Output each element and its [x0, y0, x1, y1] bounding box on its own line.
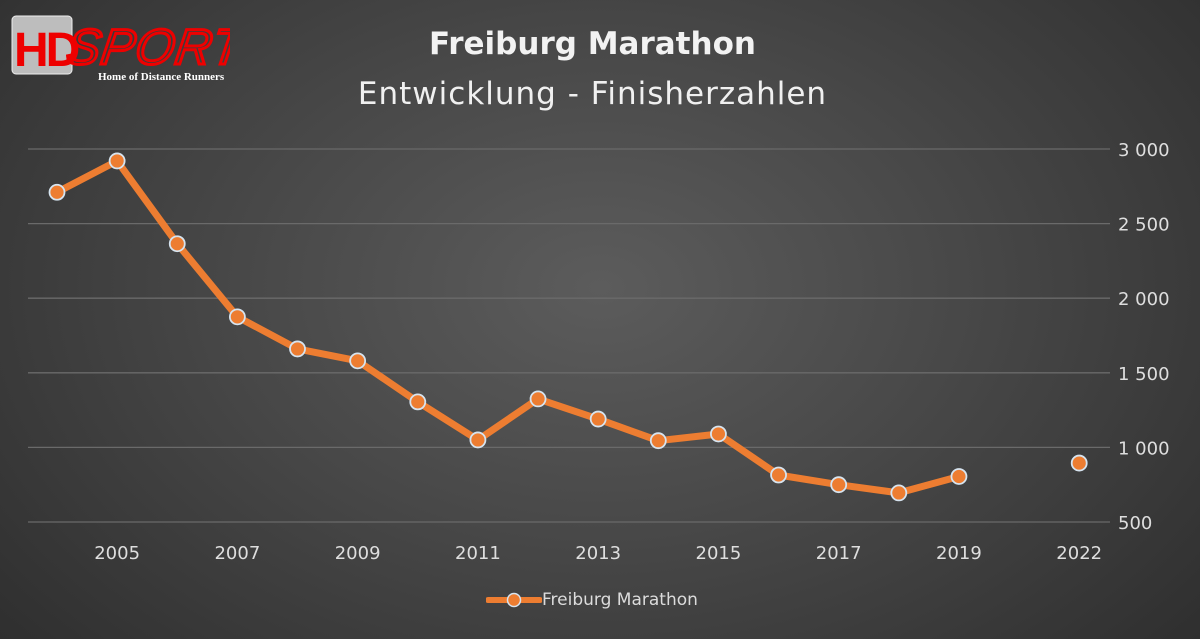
x-tick-label: 2009 — [335, 543, 381, 564]
data-point-2004[interactable] — [48, 183, 66, 201]
legend-label: Freiburg Marathon — [542, 590, 698, 610]
data-point-2007[interactable] — [228, 308, 246, 326]
x-tick-label: 2017 — [816, 543, 862, 564]
legend-marker-icon — [486, 592, 542, 608]
data-point-2010[interactable] — [409, 393, 427, 411]
x-tick-label: 2011 — [455, 543, 501, 564]
data-point-2005[interactable] — [108, 152, 126, 170]
x-tick-label: 2013 — [575, 543, 621, 564]
data-point-2008[interactable] — [289, 340, 306, 358]
y-tick-label: 1 500 — [1118, 364, 1170, 385]
data-point-2016[interactable] — [770, 466, 787, 484]
x-tick-label: 2007 — [214, 543, 260, 564]
data-point-2012[interactable] — [529, 390, 547, 408]
chart-subtitle: Entwicklung - Finisherzahlen — [357, 76, 828, 112]
data-point-2006[interactable] — [168, 235, 186, 253]
chart-title: Freiburg Marathon — [429, 26, 756, 62]
data-point-2022[interactable] — [1070, 454, 1088, 472]
data-point-2013[interactable] — [589, 410, 607, 428]
data-point-2018[interactable] — [890, 484, 908, 502]
x-tick-label: 2019 — [936, 543, 982, 564]
x-tick-label: 2015 — [696, 543, 742, 564]
y-tick-label: 1 000 — [1118, 438, 1170, 459]
data-point-2019[interactable] — [950, 468, 968, 485]
y-tick-label: 3 000 — [1118, 140, 1170, 161]
y-tick-label: 2 500 — [1118, 215, 1170, 236]
series-line — [53, 157, 963, 497]
data-point-2011[interactable] — [469, 431, 487, 449]
svg-text:Home of Distance Runners: Home of Distance Runners — [98, 71, 225, 83]
y-tick-label: 2 000 — [1118, 289, 1170, 310]
data-point-2014[interactable] — [649, 432, 667, 450]
y-tick-label: 500 — [1118, 513, 1152, 534]
data-point-2015[interactable] — [710, 425, 727, 443]
data-point-2017[interactable] — [830, 476, 848, 494]
legend[interactable]: Freiburg Marathon — [486, 590, 698, 610]
svg-text:HD: HD — [14, 24, 79, 77]
data-point-2009[interactable] — [349, 352, 367, 370]
x-tick-label: 2005 — [94, 543, 140, 564]
x-tick-label: 2022 — [1056, 543, 1102, 564]
